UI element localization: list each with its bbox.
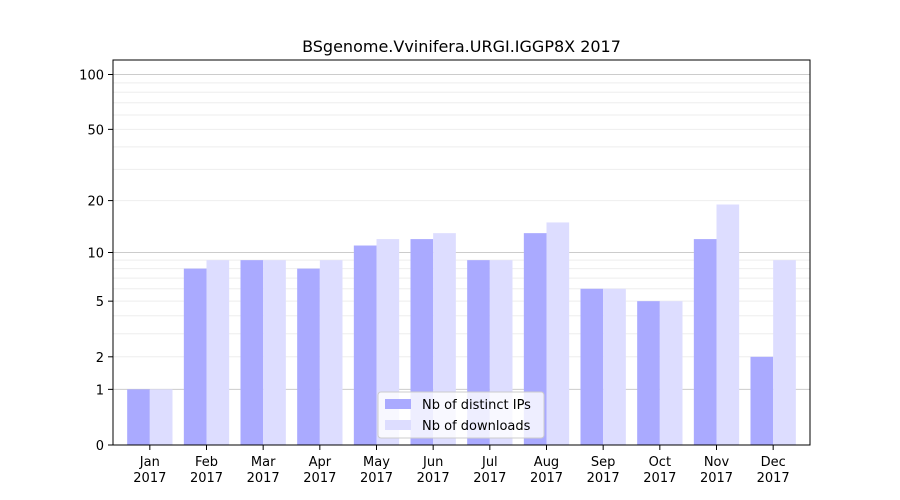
bar-downloads-nov	[716, 204, 740, 445]
x-tick-label: Jul 2017	[473, 455, 506, 486]
x-tick-label: Feb 2017	[190, 455, 223, 486]
x-tick-label: Jun 2017	[417, 455, 450, 486]
chart-title: BSgenome.Vvinifera.URGI.IGGP8X 2017	[302, 37, 621, 56]
x-tick-label: Aug 2017	[530, 455, 563, 486]
bar-distinct-ips-nov	[693, 239, 717, 445]
x-tick-label: Jan 2017	[133, 455, 166, 486]
x-tick-label: Sep 2017	[587, 455, 620, 486]
bar-distinct-ips-mar	[240, 260, 264, 445]
y-tick-label: 100	[79, 69, 104, 84]
bar-distinct-ips-apr	[297, 268, 320, 445]
x-tick-label: Dec 2017	[757, 455, 790, 486]
y-tick-label: 2	[96, 351, 104, 366]
bar-distinct-ips-may	[353, 245, 377, 445]
legend-swatch	[385, 420, 411, 430]
bar-downloads-aug	[546, 222, 570, 445]
y-tick-label: 10	[87, 247, 104, 262]
y-tick-label: 20	[87, 195, 104, 210]
bar-distinct-ips-feb	[183, 268, 207, 445]
x-tick-label: Oct 2017	[643, 455, 676, 486]
x-tick-label: Apr 2017	[303, 455, 336, 486]
legend: Nb of distinct IPs Nb of downloads	[377, 391, 545, 439]
x-tick-label: May 2017	[360, 455, 393, 486]
bar-distinct-ips-dec	[750, 356, 774, 445]
y-tick-label: 50	[87, 123, 104, 138]
bar-downloads-oct	[659, 301, 683, 445]
bar-downloads-feb	[206, 260, 230, 445]
legend-label: Nb of downloads	[422, 419, 531, 434]
bar-downloads-sep	[603, 288, 626, 445]
legend-box	[377, 391, 545, 439]
bar-downloads-dec	[773, 260, 796, 445]
x-tick-label: Mar 2017	[247, 455, 280, 486]
bar-distinct-ips-oct	[637, 301, 660, 445]
x-axis: Jan 2017 Feb 2017 Mar 2017 Apr 2017 May 2017 Jun 20…	[133, 445, 790, 486]
bar-downloads-mar	[263, 260, 286, 445]
y-tick-label: 1	[96, 383, 104, 398]
legend-label: Nb of distinct IPs	[422, 398, 531, 413]
bar-distinct-ips-sep	[580, 288, 604, 445]
x-tick-label: Nov 2017	[700, 455, 733, 486]
y-tick-label: 5	[96, 295, 104, 310]
bar-downloads-apr	[319, 260, 343, 445]
y-axis: 0 1 2 5 10 20 50 100	[79, 69, 113, 454]
bar-downloads-jan	[149, 389, 173, 445]
bar-distinct-ips-jan	[127, 389, 150, 445]
legend-swatch	[385, 399, 411, 409]
y-tick-label: 0	[96, 439, 104, 454]
